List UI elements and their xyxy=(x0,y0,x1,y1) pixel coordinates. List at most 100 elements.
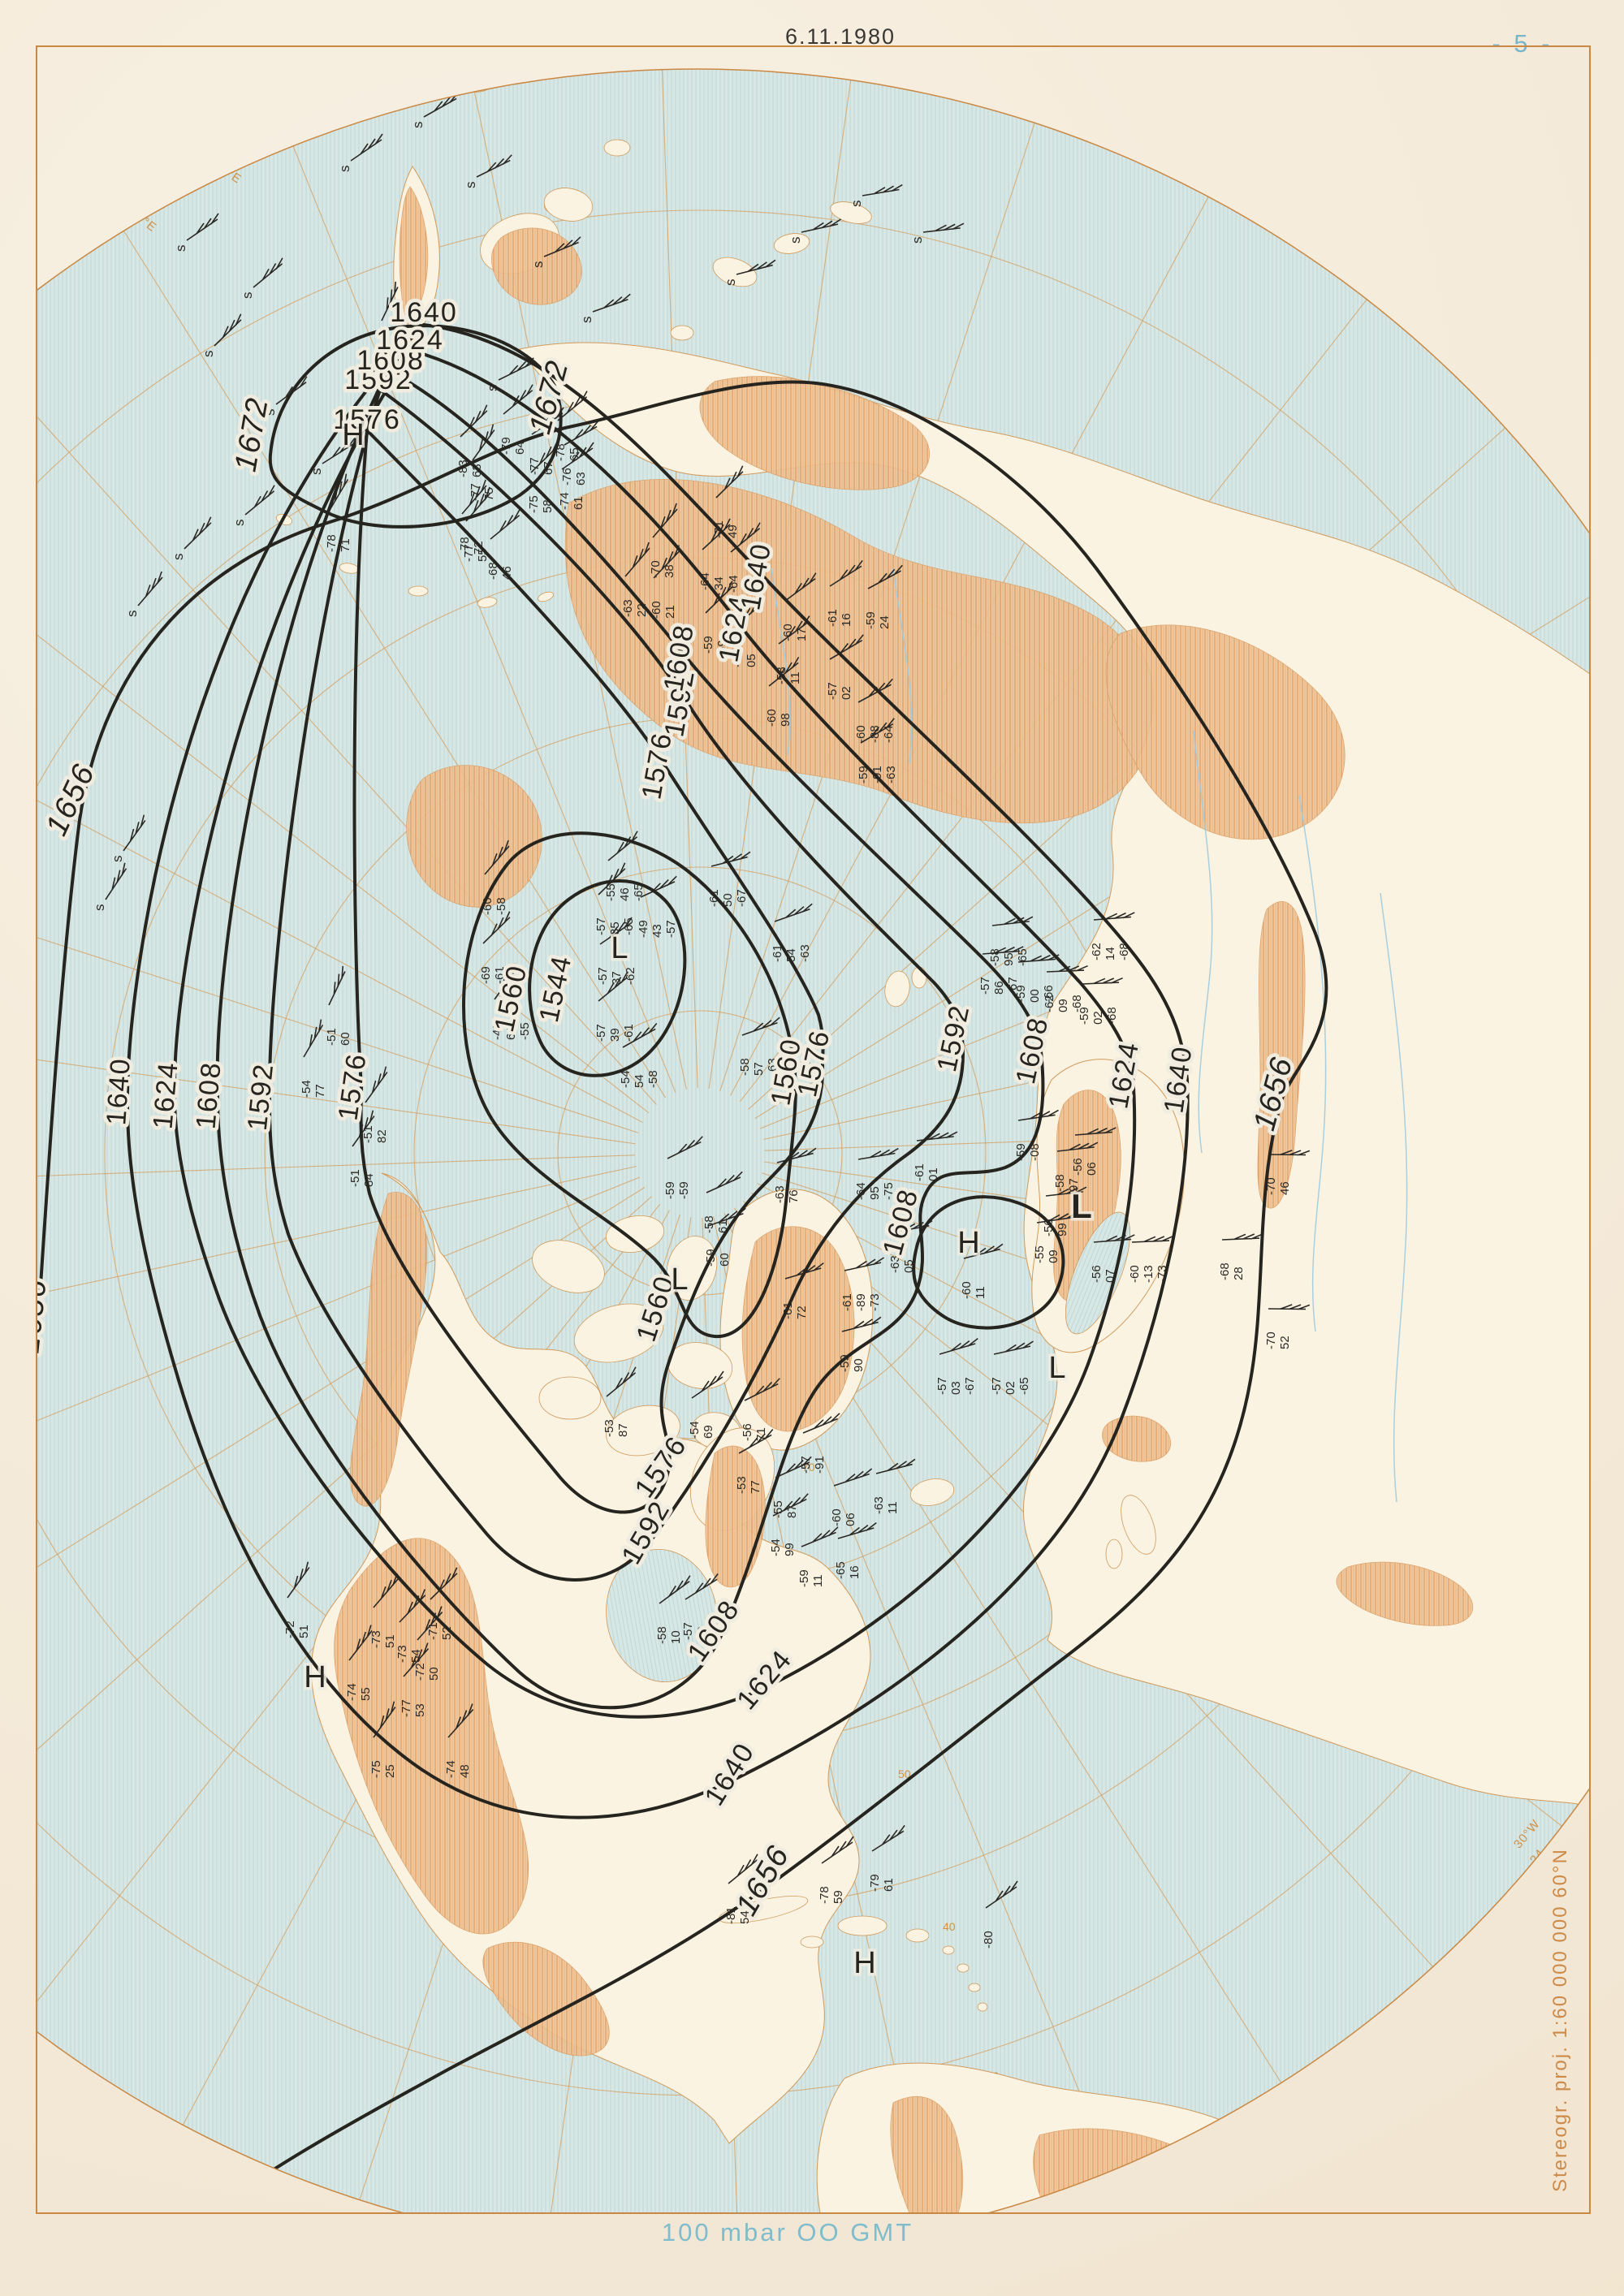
svg-text:43: 43 xyxy=(650,924,664,938)
station-plot: -74 55 xyxy=(345,1625,373,1701)
wind-barb xyxy=(352,1110,375,1147)
island xyxy=(605,1215,665,1253)
svg-text:-65: -65 xyxy=(834,1561,848,1579)
wind-barb xyxy=(685,1573,719,1600)
svg-text:-63: -63 xyxy=(773,1185,787,1203)
svg-text:-61: -61 xyxy=(826,609,840,627)
svg-text:06: 06 xyxy=(1085,1162,1099,1176)
station-plot: -61 54 -63 xyxy=(771,903,813,962)
wind-barb xyxy=(365,1066,388,1103)
svg-text:-63: -63 xyxy=(872,1496,886,1514)
pressure-center-L: L xyxy=(1048,1351,1065,1385)
svg-text:s: s xyxy=(231,520,247,527)
svg-text:-89: -89 xyxy=(854,1293,868,1311)
station-plot: -65 16 xyxy=(834,1522,877,1579)
svg-text:86: 86 xyxy=(992,981,1006,995)
wind-barb xyxy=(530,440,559,473)
ship-station: s xyxy=(909,222,965,244)
svg-text:-68: -68 xyxy=(1117,943,1131,960)
station-plot: -56 06 xyxy=(1071,1127,1116,1176)
svg-text:s: s xyxy=(530,261,546,269)
svg-text:95: 95 xyxy=(1002,952,1016,966)
svg-text:03: 03 xyxy=(949,1381,963,1395)
svg-text:-58: -58 xyxy=(1053,1174,1067,1192)
svg-text:-78: -78 xyxy=(458,537,472,555)
svg-text:21: 21 xyxy=(663,605,677,619)
wind-barb xyxy=(465,486,491,522)
svg-text:-70: -70 xyxy=(1264,1331,1278,1349)
svg-text:-79: -79 xyxy=(868,1874,882,1892)
contour-1560 xyxy=(462,831,797,1339)
wind-barb xyxy=(482,911,511,944)
svg-text:-55: -55 xyxy=(604,883,618,901)
svg-text:-64: -64 xyxy=(882,725,896,743)
svg-text:37: 37 xyxy=(610,971,624,985)
svg-text:-57: -57 xyxy=(799,1456,813,1474)
wind-barb xyxy=(606,1366,637,1397)
wind-barb xyxy=(373,1573,399,1608)
svg-text:s: s xyxy=(309,468,324,476)
svg-text:50: 50 xyxy=(427,1667,441,1681)
svg-text:s: s xyxy=(171,554,186,561)
wind-barb xyxy=(1045,1186,1087,1197)
svg-text:51: 51 xyxy=(297,1625,311,1638)
wind-barb xyxy=(599,917,633,945)
svg-text:-73: -73 xyxy=(395,1645,409,1663)
wind-barb xyxy=(730,522,761,553)
island xyxy=(830,201,872,224)
svg-text:-73: -73 xyxy=(868,1293,882,1311)
wind-barb xyxy=(1131,1235,1173,1243)
svg-text:52: 52 xyxy=(1278,1336,1292,1349)
svg-text:-57: -57 xyxy=(978,977,992,995)
wind-barb xyxy=(348,1625,373,1661)
svg-text:11: 11 xyxy=(811,1574,825,1587)
wind-barb xyxy=(350,133,383,162)
svg-text:-71: -71 xyxy=(426,1622,440,1640)
svg-text:49: 49 xyxy=(726,524,740,538)
wind-barb xyxy=(715,465,744,498)
svg-text:-58: -58 xyxy=(495,897,508,915)
station-plot: -56 71 xyxy=(741,1378,780,1441)
wind-barb xyxy=(184,516,212,550)
station-plot: -80 xyxy=(982,1880,1018,1949)
svg-text:71: 71 xyxy=(754,1427,768,1441)
svg-text:s: s xyxy=(240,292,255,300)
svg-text:-56: -56 xyxy=(1071,1158,1085,1176)
station-plot: -63 11 xyxy=(872,1458,916,1514)
island xyxy=(538,1376,602,1420)
ship-station: s xyxy=(530,236,581,269)
latitude-label: 40 xyxy=(943,1920,956,1933)
svg-text:-63: -63 xyxy=(798,944,812,962)
svg-text:-13: -13 xyxy=(1142,1265,1155,1283)
station-plot: -68 28 xyxy=(1218,1232,1263,1280)
svg-text:10: 10 xyxy=(695,1626,709,1640)
station-plot: -76 63 xyxy=(560,421,599,486)
wind-barb xyxy=(430,1567,458,1600)
pressure-center-H: H xyxy=(304,1660,326,1694)
ship-station: s xyxy=(723,259,776,286)
wind-barb xyxy=(991,916,1034,926)
svg-text:-67: -67 xyxy=(963,1377,977,1395)
svg-text:-78: -78 xyxy=(325,534,339,552)
contour-label: 1608 xyxy=(190,1060,227,1131)
contour-label: 1576 xyxy=(333,404,401,435)
wind-barb xyxy=(328,473,349,512)
wind-barb xyxy=(1017,954,1060,963)
station-plot: -57 02 xyxy=(826,634,864,700)
page-number: - 5 - xyxy=(1492,29,1553,58)
svg-text:-63: -63 xyxy=(888,1255,902,1273)
svg-text:-68: -68 xyxy=(1218,1262,1232,1280)
station-plot: -57 37 -62 xyxy=(596,917,637,985)
wind-barb xyxy=(1046,965,1088,973)
svg-text:60: 60 xyxy=(339,1032,352,1046)
island xyxy=(538,591,554,602)
svg-text:-60: -60 xyxy=(960,1281,974,1299)
svg-text:-74: -74 xyxy=(558,492,572,510)
svg-text:-63: -63 xyxy=(884,766,898,783)
svg-text:72: 72 xyxy=(472,541,486,555)
station-plot: -60 17 xyxy=(781,572,817,641)
island xyxy=(335,79,380,116)
wind-barb xyxy=(1093,1234,1135,1243)
contour-1608 xyxy=(912,1195,1065,1330)
svg-text:39: 39 xyxy=(608,1028,622,1042)
